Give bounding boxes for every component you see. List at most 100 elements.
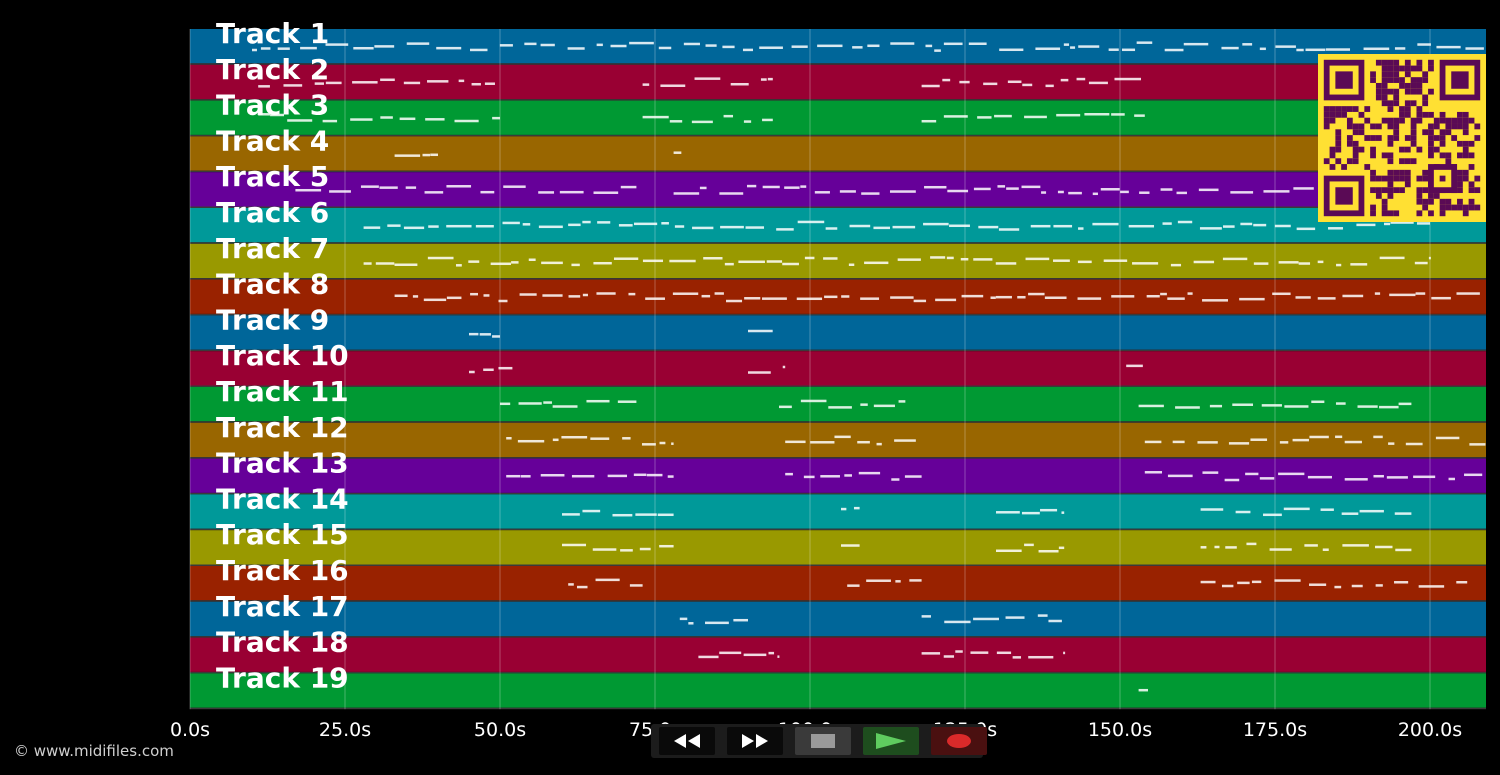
note-mark bbox=[1239, 297, 1265, 301]
note-mark bbox=[1144, 440, 1162, 444]
note-mark bbox=[973, 258, 993, 261]
note-mark bbox=[446, 224, 472, 228]
qr-module bbox=[1370, 71, 1376, 78]
note-mark bbox=[705, 621, 729, 625]
note-mark bbox=[1040, 508, 1058, 512]
qr-module bbox=[1381, 77, 1388, 83]
track-lane-2 bbox=[190, 64, 1486, 100]
note-mark bbox=[1228, 442, 1250, 445]
note-mark bbox=[1120, 190, 1129, 194]
qr-module bbox=[1387, 210, 1394, 217]
note-mark bbox=[1076, 77, 1086, 81]
note-mark bbox=[1078, 227, 1084, 230]
play-button[interactable] bbox=[863, 727, 919, 755]
note-mark bbox=[857, 440, 870, 444]
qr-module bbox=[1323, 106, 1330, 112]
note-mark bbox=[1398, 402, 1412, 406]
track-lane-8 bbox=[190, 279, 1486, 314]
qr-module bbox=[1381, 88, 1388, 95]
note-mark bbox=[1298, 262, 1311, 265]
note-mark bbox=[1336, 263, 1342, 267]
note-mark bbox=[1221, 584, 1234, 588]
note-mark bbox=[1126, 364, 1143, 368]
qr-module bbox=[1451, 123, 1458, 130]
qr-module bbox=[1399, 106, 1405, 112]
note-mark bbox=[797, 220, 825, 224]
track-label-14: Track 14 bbox=[216, 482, 349, 515]
note-mark bbox=[1053, 259, 1070, 262]
qr-module bbox=[1393, 88, 1400, 95]
note-mark bbox=[996, 511, 1020, 514]
qr-module bbox=[1387, 71, 1394, 78]
note-mark bbox=[848, 263, 855, 267]
note-mark bbox=[723, 114, 734, 118]
qr-module bbox=[1399, 117, 1405, 124]
note-mark bbox=[352, 81, 378, 84]
note-mark bbox=[955, 650, 963, 653]
note-mark bbox=[1448, 477, 1455, 481]
note-mark bbox=[571, 474, 595, 478]
note-mark bbox=[582, 509, 601, 513]
note-mark bbox=[455, 264, 462, 267]
note-mark bbox=[1144, 471, 1163, 474]
qr-module bbox=[1375, 82, 1382, 89]
time-tick-label: 25.0s bbox=[319, 719, 371, 741]
note-mark bbox=[921, 615, 931, 618]
qr-module bbox=[1439, 135, 1446, 141]
track-label-8: Track 8 bbox=[216, 268, 329, 301]
note-mark bbox=[800, 399, 827, 403]
qr-module bbox=[1439, 129, 1446, 136]
qr-module bbox=[1370, 123, 1376, 130]
qr-module bbox=[1381, 210, 1388, 217]
note-mark bbox=[1058, 546, 1065, 550]
qr-module bbox=[1462, 140, 1469, 147]
note-mark bbox=[1070, 46, 1076, 49]
note-mark bbox=[1263, 190, 1290, 193]
qr-module bbox=[1381, 59, 1388, 66]
track-label-17: Track 17 bbox=[216, 590, 349, 623]
note-mark bbox=[613, 257, 639, 260]
qr-module bbox=[1404, 65, 1411, 72]
note-mark bbox=[642, 259, 664, 263]
note-mark bbox=[1394, 47, 1406, 50]
note-mark bbox=[633, 473, 647, 477]
track-label-3: Track 3 bbox=[216, 89, 329, 122]
note-mark bbox=[719, 651, 742, 655]
note-mark bbox=[658, 46, 672, 50]
note-mark bbox=[983, 82, 998, 86]
track-label-6: Track 6 bbox=[216, 196, 329, 229]
qr-module bbox=[1387, 193, 1394, 199]
qr-module bbox=[1428, 123, 1434, 130]
stop-button[interactable] bbox=[795, 727, 851, 755]
note-mark bbox=[860, 297, 880, 300]
note-mark bbox=[934, 49, 941, 52]
qr-module bbox=[1462, 123, 1469, 130]
qr-module bbox=[1422, 198, 1429, 205]
note-mark bbox=[894, 439, 916, 442]
record-button[interactable] bbox=[931, 727, 987, 755]
note-mark bbox=[518, 402, 542, 405]
rewind-button[interactable] bbox=[659, 727, 715, 755]
note-mark bbox=[517, 439, 545, 443]
qr-module bbox=[1399, 111, 1405, 118]
qr-module bbox=[1387, 169, 1394, 176]
note-mark bbox=[519, 293, 537, 296]
qr-module bbox=[1364, 164, 1371, 170]
note-mark bbox=[1296, 227, 1316, 231]
note-mark bbox=[841, 295, 850, 298]
note-mark bbox=[659, 441, 666, 445]
qr-module bbox=[1387, 117, 1394, 124]
note-mark bbox=[909, 579, 922, 582]
note-mark bbox=[804, 256, 815, 260]
note-mark bbox=[1417, 43, 1431, 46]
qr-module bbox=[1404, 106, 1411, 112]
note-mark bbox=[959, 80, 970, 84]
qr-module bbox=[1474, 204, 1481, 211]
fast-forward-button[interactable] bbox=[727, 727, 783, 755]
qr-module bbox=[1387, 135, 1394, 141]
qr-module bbox=[1410, 123, 1417, 130]
note-mark bbox=[471, 82, 481, 86]
note-mark bbox=[592, 548, 617, 551]
qr-module bbox=[1404, 169, 1411, 176]
qr-module bbox=[1457, 187, 1463, 194]
